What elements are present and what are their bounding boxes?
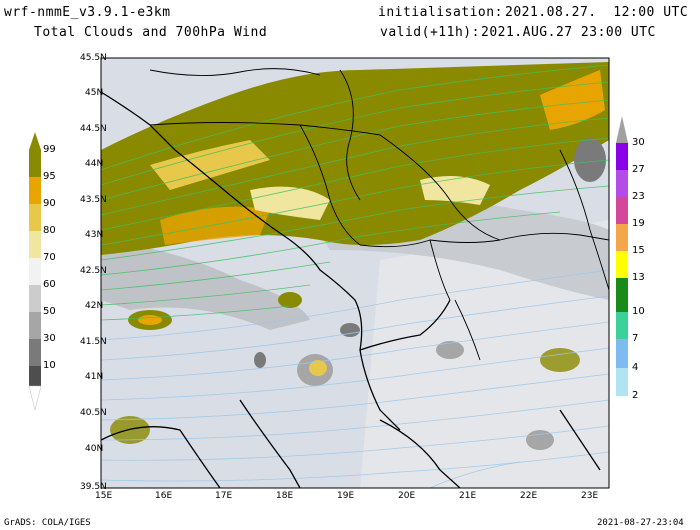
- colorbar-wind-swatch: [616, 278, 628, 312]
- colorbar-wind-label: 27: [632, 164, 645, 175]
- product-title: Total Clouds and 700hPa Wind: [34, 25, 268, 40]
- model-title: wrf-nmmE_v3.9.1-e3km: [4, 5, 171, 20]
- cloud-cell: [278, 292, 302, 308]
- init-label: initialisation:: [378, 5, 503, 20]
- lat-label: 45.5N: [80, 53, 107, 63]
- lat-label: 44N: [85, 159, 104, 169]
- lat-label: 41N: [85, 372, 104, 382]
- lat-label: 44.5N: [80, 124, 107, 134]
- colorbar-clouds-bottom-arrow: [28, 385, 42, 411]
- colorbar-wind-swatch: [616, 368, 628, 396]
- cloud-band-dense: [101, 62, 609, 255]
- land-tint: [360, 220, 609, 488]
- colorbar-clouds-label: 95: [43, 171, 56, 182]
- lon-label: 23E: [581, 491, 599, 501]
- lat-label: 40.5N: [80, 408, 107, 418]
- cloud-fringe-1: [150, 140, 270, 190]
- cloud-fringe-4: [420, 176, 490, 205]
- colorbar-wind-swatch: [616, 224, 628, 251]
- colorbar-clouds-label: 10: [43, 360, 56, 371]
- lon-label: 16E: [155, 491, 173, 501]
- colorbar-clouds-swatch: [29, 312, 41, 339]
- cloud-cell: [436, 341, 464, 359]
- colorbar-clouds-label: 70: [43, 252, 56, 263]
- lon-label: 18E: [276, 491, 294, 501]
- colorbar-wind-label: 7: [632, 333, 639, 344]
- colorbar-wind-label: 4: [632, 362, 639, 373]
- colorbar-clouds-swatch: [29, 150, 41, 177]
- cloud-fringe-2: [160, 206, 270, 245]
- lon-label: 20E: [398, 491, 416, 501]
- map-frame: [100, 57, 610, 489]
- cloud-cell-core: [309, 360, 327, 376]
- valid-value: 2021.AUG.27 23:00 UTC: [481, 25, 656, 40]
- lat-label: 43N: [85, 230, 104, 240]
- colorbar-wind-swatch: [616, 251, 628, 278]
- wind-streamlines-strong: [101, 64, 609, 321]
- colorbar-wind-swatch: [616, 143, 628, 170]
- lon-label: 15E: [95, 491, 113, 501]
- cloud-cell: [254, 352, 266, 368]
- colorbar-clouds-label: 30: [43, 333, 56, 344]
- valid-label: valid(+11h):: [380, 25, 480, 40]
- colorbar-wind-label: 2: [632, 390, 639, 401]
- colorbar-wind-label: 15: [632, 245, 645, 256]
- colorbar-clouds-label: 80: [43, 225, 56, 236]
- lat-label: 41.5N: [80, 337, 107, 347]
- borders: [149, 68, 609, 361]
- cloud-cell: [540, 348, 580, 372]
- coastlines: [101, 91, 601, 488]
- footer-timestamp: 2021-08-27-23:04: [597, 518, 684, 528]
- lat-label: 39.5N: [80, 482, 107, 492]
- footer-credit: GrADS: COLA/IGES: [4, 518, 91, 528]
- colorbar-wind-label: 19: [632, 218, 645, 229]
- colorbar-clouds-label: 50: [43, 306, 56, 317]
- colorbar-wind-label: 13: [632, 272, 645, 283]
- colorbar-wind-swatch: [616, 339, 628, 368]
- lat-label: 43.5N: [80, 195, 107, 205]
- colorbar-clouds-label: 90: [43, 198, 56, 209]
- lat-label: 45N: [85, 88, 104, 98]
- colorbar-clouds-swatch: [29, 285, 41, 312]
- colorbar-clouds-swatch: [29, 366, 41, 386]
- colorbar-wind-swatch: [616, 170, 628, 197]
- lat-label: 42N: [85, 301, 104, 311]
- lon-label: 19E: [337, 491, 355, 501]
- lon-label: 22E: [520, 491, 538, 501]
- clear-nw: [101, 58, 300, 140]
- colorbar-wind-label: 10: [632, 306, 645, 317]
- colorbar-clouds-label: 60: [43, 279, 56, 290]
- map-area: [101, 58, 609, 488]
- cloud-cell: [110, 416, 150, 444]
- cloud-cell: [574, 138, 606, 182]
- colorbar-clouds-swatch: [29, 231, 41, 258]
- colorbar-clouds-swatch: [29, 339, 41, 366]
- colorbar-wind-label: 23: [632, 191, 645, 202]
- colorbar-clouds: [28, 132, 42, 411]
- cloud-cell-core: [138, 315, 162, 325]
- colorbar-wind: [616, 116, 628, 396]
- lat-label: 40N: [85, 444, 104, 454]
- colorbar-clouds-label: 99: [43, 144, 56, 155]
- colorbar-clouds-swatch: [29, 204, 41, 231]
- colorbar-wind-swatch: [616, 197, 628, 224]
- colorbar-clouds-swatch: [29, 177, 41, 204]
- init-value: 2021.08.27. 12:00 UTC: [505, 5, 689, 20]
- colorbar-clouds-top-arrow: [29, 132, 41, 150]
- colorbar-clouds-swatch: [29, 258, 41, 285]
- wind-streamlines-weak: [101, 269, 609, 488]
- colorbar-wind-top-arrow: [616, 116, 628, 143]
- colorbar-wind-swatch: [616, 312, 628, 339]
- lon-label: 21E: [459, 491, 477, 501]
- cloud-fringe-ne: [540, 70, 605, 130]
- cloud-grey-west: [101, 240, 310, 330]
- lon-label: 17E: [215, 491, 233, 501]
- colorbar-wind-label: 30: [632, 137, 645, 148]
- lat-label: 42.5N: [80, 266, 107, 276]
- cloud-cell: [340, 323, 360, 337]
